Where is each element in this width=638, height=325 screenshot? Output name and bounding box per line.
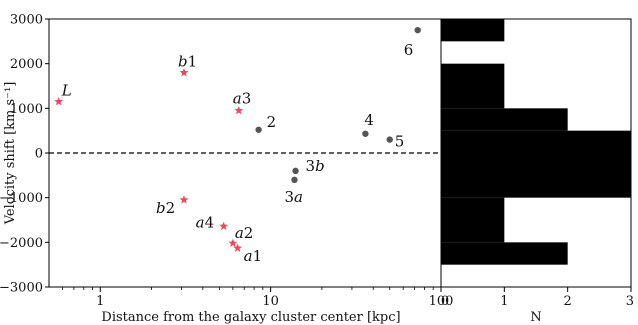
x-tick-label: 1 <box>96 294 104 309</box>
point-label: b1 <box>178 53 197 71</box>
data-point-star <box>233 243 242 252</box>
histogram-x-ticks: 0 1 2 3 <box>440 287 634 309</box>
point-label: L <box>61 82 72 100</box>
data-point-star <box>219 221 229 230</box>
x-tick-label: 10 <box>262 294 279 309</box>
data-point-circle <box>362 130 369 137</box>
x-axis-label: Distance from the galaxy cluster center … <box>101 310 400 325</box>
y-tick-label: 2000 <box>10 57 43 72</box>
histogram-bar <box>441 63 505 109</box>
data-point-star <box>234 105 244 115</box>
data-point-star <box>179 68 189 77</box>
y-axis-label: Velocity shift [km s⁻¹] <box>3 82 18 226</box>
scatter-marks <box>54 26 421 252</box>
data-point-circle <box>414 26 421 34</box>
histogram-x-tick-label: 1 <box>500 294 508 309</box>
y-tick-label: −1000 <box>0 191 43 206</box>
point-label: 6 <box>404 41 414 59</box>
data-point-star <box>179 195 189 204</box>
histogram-bar <box>441 19 505 42</box>
point-label: 2 <box>267 113 277 131</box>
point-label: a1 <box>244 247 263 265</box>
scatter-y-ticks: −3000 −2000 −1000 0 1000 2000 3000 <box>0 13 49 296</box>
point-label: 5 <box>395 133 405 151</box>
histogram-bar <box>441 197 505 243</box>
y-tick-label: −3000 <box>0 281 43 296</box>
scatter-x-ticks: 1 10 100 <box>62 287 453 309</box>
histogram-bar <box>441 242 568 265</box>
histogram-x-tick-label: 3 <box>626 294 634 309</box>
y-tick-label: 3000 <box>10 13 43 28</box>
data-point-star <box>228 238 238 247</box>
y-tick-label: 1000 <box>10 102 43 117</box>
histogram-frame <box>440 18 632 288</box>
point-label: a3 <box>233 90 252 108</box>
histogram-bars <box>441 19 631 265</box>
data-point-circle <box>291 176 298 183</box>
histogram-panel: 0 1 2 3 N <box>440 18 634 325</box>
point-label: 3a <box>284 188 303 206</box>
histogram-x-tick-label: 2 <box>564 294 572 309</box>
point-label: 3b <box>306 157 325 175</box>
point-label: b2 <box>156 199 175 217</box>
y-tick-label: −2000 <box>0 236 43 251</box>
histogram-x-tick-label: 0 <box>441 294 449 309</box>
y-tick-label: 0 <box>35 147 43 162</box>
data-point-circle <box>292 167 299 175</box>
point-label: a2 <box>235 224 254 242</box>
data-point-circle <box>386 136 393 143</box>
histogram-bar <box>441 108 568 131</box>
x-tick-label: 100 <box>429 294 454 309</box>
data-point-circle <box>255 126 262 133</box>
data-point-star <box>54 97 64 106</box>
point-label: 4 <box>364 111 374 129</box>
point-label: a4 <box>196 213 215 231</box>
histogram-bar <box>441 130 631 198</box>
histogram-x-axis-label: N <box>530 310 541 325</box>
